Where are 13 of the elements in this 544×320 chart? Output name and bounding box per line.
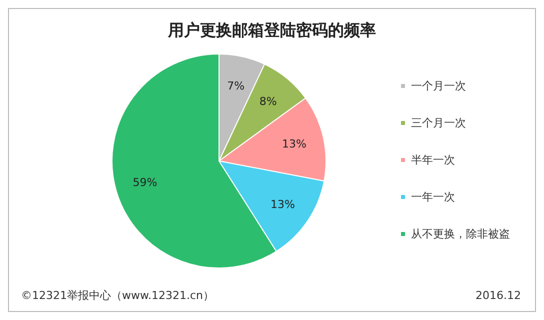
data-label: 13% (270, 198, 295, 211)
legend-label: 从不更换，除非被盗 (411, 228, 510, 240)
legend-label: 一个月一次 (411, 80, 466, 92)
legend-label: 半年一次 (411, 154, 455, 166)
chart-title: 用户更换邮箱登陆密码的频率 (167, 20, 376, 40)
data-label: 7% (227, 79, 245, 92)
legend-label: 三个月一次 (411, 116, 466, 130)
data-label: 59% (132, 176, 158, 189)
data-label: 8% (259, 95, 277, 108)
text: 2016.12 (476, 289, 522, 302)
data-label: 13% (282, 138, 306, 151)
legend-label: 一年一次 (411, 190, 455, 204)
text: ©12321举报中心（www.12321.cn） (21, 289, 214, 302)
